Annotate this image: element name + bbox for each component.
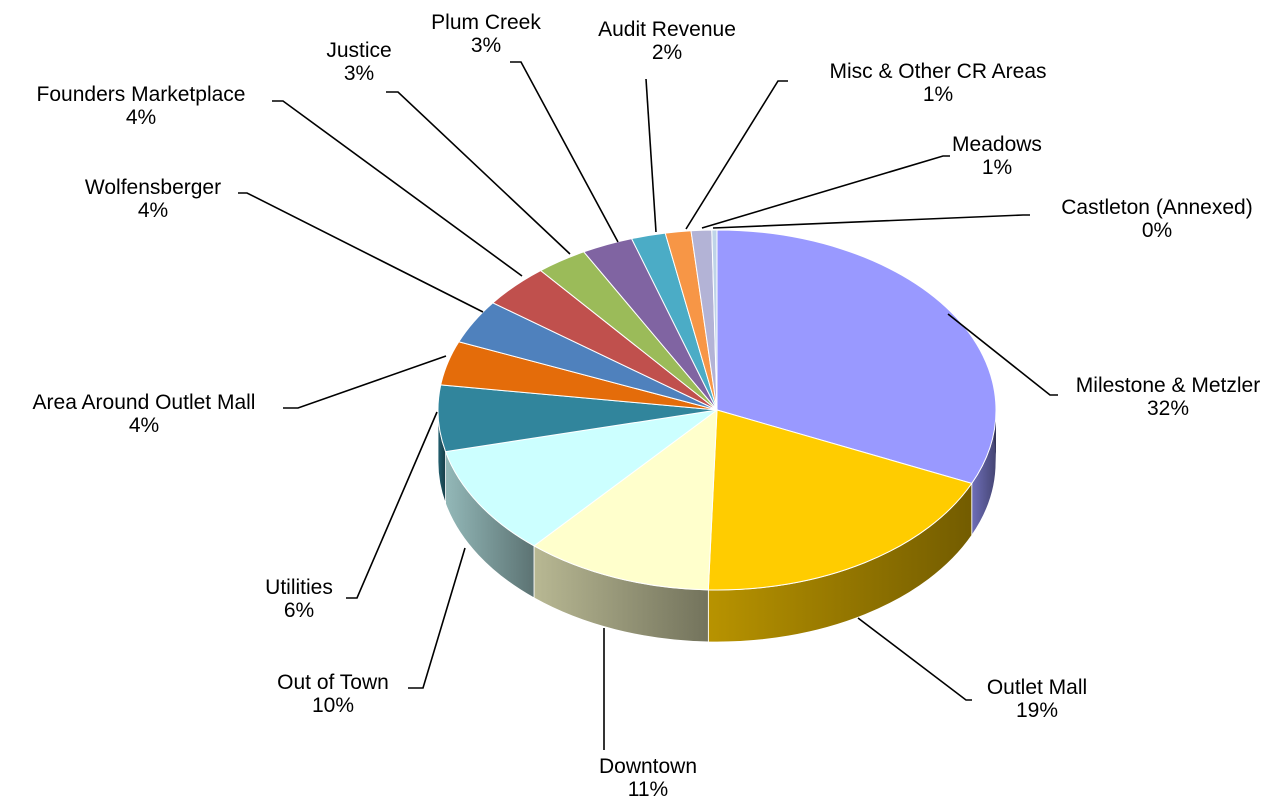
leader-line-10 [645,78,657,233]
slice-name-label: Milestone & Metzler [1076,374,1260,397]
slice-name-label: Outlet Mall [987,676,1087,699]
slice-1 [707,409,973,591]
slice-name-label: Castleton (Annexed) [1061,196,1252,219]
leader-line-8 [386,91,571,255]
slice-percent-label: 32% [1147,397,1189,420]
leader-line-1 [857,617,972,701]
slice-2 [533,408,718,591]
leader-line-6 [238,192,484,313]
slice-name-label: Justice [326,39,391,62]
slice-percent-label: 10% [312,694,354,717]
slice-name-label: Utilities [265,576,333,599]
slice-percent-label: 1% [923,83,953,106]
slice-percent-label: 3% [344,62,374,85]
slice-13 [711,229,718,411]
leader-line-5 [283,355,447,409]
slice-0 [716,229,997,484]
slice-name-label: Audit Revenue [598,18,736,41]
slice-3 [444,409,718,547]
leader-line-4 [346,411,438,599]
slice-name-label: Founders Marketplace [37,83,246,106]
slice-percent-label: 2% [652,41,682,64]
slice-percent-label: 1% [982,156,1012,179]
leader-line-11 [685,80,788,230]
slice-name-label: Meadows [952,133,1042,156]
leader-line-13 [712,214,1030,229]
slice-percent-label: 11% [628,778,668,801]
slice-percent-label: 4% [126,106,156,129]
leader-line-9 [510,61,619,243]
slice-name-label: Wolfensberger [85,176,221,199]
slice-name-label: Misc & Other CR Areas [829,60,1046,83]
slice-name-label: Out of Town [277,671,389,694]
slice-percent-label: 4% [138,199,168,222]
slice-percent-label: 4% [129,414,159,437]
slice-name-label: Downtown [599,755,697,778]
slice-name-label: Plum Creek [431,11,541,34]
slice-percent-label: 6% [284,599,314,622]
slice-percent-label: 3% [471,34,501,57]
leader-line-3 [408,547,466,689]
slice-percent-label: 0% [1142,219,1172,242]
slice-name-label: Area Around Outlet Mall [33,391,256,414]
leader-line-12 [701,155,950,229]
leader-lines [238,61,1058,750]
leader-line-0 [947,313,1058,396]
pie-slices [437,229,997,591]
leader-line-7 [272,100,523,277]
slice-percent-label: 19% [1016,699,1058,722]
